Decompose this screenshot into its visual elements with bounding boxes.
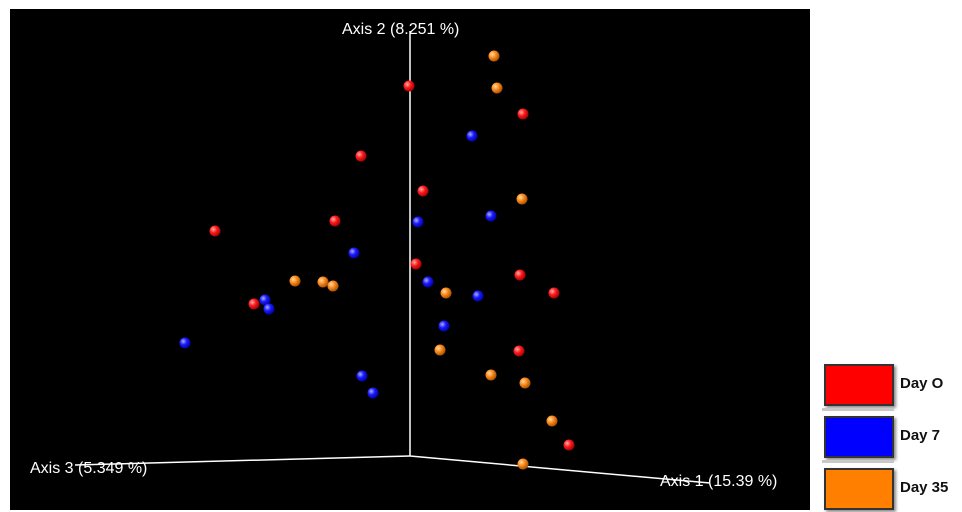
point-day-7-4 [348, 247, 360, 259]
point-day-7-10 [179, 337, 191, 349]
legend-swatch-day-35 [824, 468, 894, 510]
point-day-0-6 [329, 215, 341, 227]
point-day-35-9 [485, 369, 497, 381]
point-day-0-12 [563, 439, 575, 451]
point-day-35-7 [440, 287, 452, 299]
axis-3-line [74, 455, 411, 466]
point-day-7-1 [466, 130, 478, 142]
point-day-35-6 [327, 280, 339, 292]
legend-swatch-day-7 [824, 416, 894, 458]
point-day-0-5 [209, 225, 221, 237]
point-day-7-7 [259, 294, 271, 306]
point-day-35-8 [434, 344, 446, 356]
legend-label-day-7: Day 7 [900, 427, 941, 444]
point-day-7-11 [356, 370, 368, 382]
point-day-7-8 [263, 303, 275, 315]
plot-canvas: Axis 2 (8.251 %) Axis 3 (5.349 %) Axis 1… [30, 21, 777, 490]
point-day-0-1 [403, 80, 415, 92]
legend-item-day-0: Day O [824, 364, 962, 408]
point-day-35-4 [289, 275, 301, 287]
axis-1-line [409, 455, 711, 484]
point-day-0-10 [248, 298, 260, 310]
point-day-0-8 [514, 269, 526, 281]
axis-2-label: Axis 2 (8.251 %) [342, 21, 459, 38]
point-day-35-10 [519, 377, 531, 389]
point-day-35-5 [317, 276, 329, 288]
legend-label-day-0: Day O [900, 375, 944, 392]
legend-divider [822, 408, 894, 411]
legend-item-day-7: Day 7 [824, 416, 962, 460]
point-day-35-3 [516, 193, 528, 205]
pcoa-3d-plot: Axis 2 (8.251 %) Axis 3 (5.349 %) Axis 1… [10, 9, 810, 510]
axis-1-label: Axis 1 (15.39 %) [660, 473, 777, 490]
point-day-7-6 [472, 290, 484, 302]
legend-item-day-35: Day 35 [824, 468, 962, 512]
point-day-35-1 [488, 50, 500, 62]
legend: Day O Day 7 Day 35 [820, 360, 962, 510]
point-day-0-9 [548, 287, 560, 299]
point-day-0-11 [513, 345, 525, 357]
legend-divider [822, 460, 894, 463]
point-day-35-11 [546, 415, 558, 427]
legend-swatch-day-0 [824, 364, 894, 406]
point-day-35-2 [491, 82, 503, 94]
point-day-35-12 [517, 458, 529, 470]
point-day-0-2 [517, 108, 529, 120]
point-day-0-7 [410, 258, 422, 270]
point-day-0-4 [417, 185, 429, 197]
axis-3-label: Axis 3 (5.349 %) [30, 460, 147, 477]
legend-label-day-35: Day 35 [900, 479, 949, 496]
point-day-7-2 [485, 210, 497, 222]
point-day-7-9 [438, 320, 450, 332]
point-day-0-3 [355, 150, 367, 162]
point-day-7-12 [367, 387, 379, 399]
point-day-7-3 [412, 216, 424, 228]
point-day-7-5 [422, 276, 434, 288]
data-points [179, 50, 575, 470]
